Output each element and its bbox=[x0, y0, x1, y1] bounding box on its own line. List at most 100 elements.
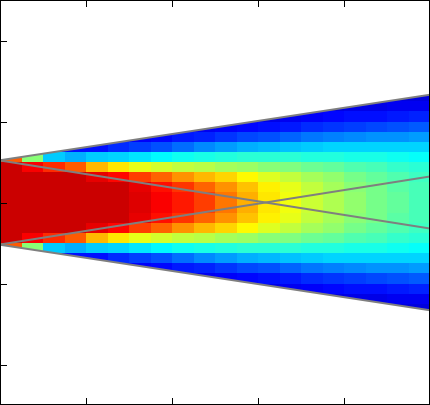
heat-cell bbox=[301, 294, 323, 305]
heat-cell bbox=[108, 233, 130, 244]
heat-cell bbox=[344, 284, 366, 295]
x-tick bbox=[172, 398, 173, 405]
heat-cell bbox=[129, 253, 151, 264]
heat-cell bbox=[65, 152, 87, 163]
beam-line bbox=[0, 95, 430, 161]
heat-cell bbox=[151, 223, 173, 234]
plot-area bbox=[0, 91, 430, 314]
heat-cell bbox=[43, 213, 65, 224]
heat-cell bbox=[258, 213, 280, 224]
heatmap bbox=[0, 91, 430, 314]
heat-cell bbox=[366, 223, 388, 234]
heat-cell bbox=[387, 101, 409, 112]
heat-cell bbox=[409, 152, 430, 163]
heat-cell bbox=[86, 192, 108, 203]
heat-cell bbox=[301, 162, 323, 173]
heat-cell bbox=[366, 132, 388, 143]
heat-cell bbox=[0, 182, 22, 193]
heat-cell bbox=[65, 203, 87, 214]
heat-cell bbox=[258, 172, 280, 183]
heat-cell bbox=[108, 213, 130, 224]
plot-frame bbox=[1, 1, 430, 405]
heat-cell bbox=[301, 132, 323, 143]
heat-cell bbox=[151, 203, 173, 214]
heat-cell bbox=[301, 223, 323, 234]
heat-cell bbox=[344, 233, 366, 244]
heat-cell bbox=[387, 203, 409, 214]
heat-cell bbox=[151, 192, 173, 203]
heat-cell bbox=[344, 152, 366, 163]
heat-cell bbox=[387, 284, 409, 295]
heat-cell bbox=[172, 253, 194, 264]
heat-cell bbox=[108, 243, 130, 254]
heat-cell bbox=[387, 192, 409, 203]
heat-cell bbox=[43, 182, 65, 193]
heat-cell bbox=[387, 263, 409, 274]
heat-cell bbox=[409, 203, 430, 214]
heat-cell bbox=[258, 243, 280, 254]
heat-cell bbox=[280, 152, 302, 163]
heat-cell bbox=[237, 162, 259, 173]
heat-cell bbox=[301, 273, 323, 284]
heat-cell bbox=[129, 142, 151, 153]
heat-cell bbox=[366, 243, 388, 254]
heat-cell bbox=[409, 263, 430, 274]
heat-cell bbox=[344, 203, 366, 214]
heat-cell bbox=[129, 152, 151, 163]
heat-cell bbox=[366, 152, 388, 163]
heat-cell bbox=[323, 162, 345, 173]
heat-cell bbox=[108, 162, 130, 173]
heat-cell bbox=[86, 203, 108, 214]
heat-cell bbox=[323, 132, 345, 143]
heat-cell bbox=[215, 213, 237, 224]
heat-cell bbox=[215, 223, 237, 234]
heat-cell bbox=[237, 223, 259, 234]
heat-cell bbox=[387, 142, 409, 153]
heat-cell bbox=[366, 192, 388, 203]
heat-cell bbox=[22, 192, 44, 203]
heat-cell bbox=[344, 263, 366, 274]
heat-cell bbox=[172, 203, 194, 214]
heat-cell bbox=[194, 263, 216, 274]
heat-cell bbox=[323, 122, 345, 133]
heat-cell bbox=[301, 263, 323, 274]
heat-cell bbox=[194, 223, 216, 234]
heat-cell bbox=[215, 263, 237, 274]
heat-cell bbox=[280, 122, 302, 133]
heat-cell bbox=[409, 192, 430, 203]
heat-cell bbox=[194, 243, 216, 254]
heat-cell bbox=[172, 142, 194, 153]
heat-cell bbox=[194, 233, 216, 244]
heat-cell bbox=[344, 172, 366, 183]
heat-cell bbox=[86, 213, 108, 224]
heat-cell bbox=[387, 233, 409, 244]
beam-line bbox=[0, 177, 430, 245]
heat-cell bbox=[129, 162, 151, 173]
heat-cell bbox=[22, 172, 44, 183]
heat-cell bbox=[387, 273, 409, 284]
heat-cell bbox=[0, 172, 22, 183]
heat-cell bbox=[108, 192, 130, 203]
heat-cell bbox=[366, 122, 388, 133]
heat-cell bbox=[129, 192, 151, 203]
y-tick bbox=[0, 284, 7, 285]
x-tick bbox=[86, 398, 87, 405]
heat-cell bbox=[323, 111, 345, 122]
heat-cell bbox=[86, 243, 108, 254]
heat-cell bbox=[237, 182, 259, 193]
heat-cell bbox=[301, 172, 323, 183]
x-tick bbox=[172, 0, 173, 7]
heat-cell bbox=[258, 223, 280, 234]
heat-cell bbox=[43, 223, 65, 234]
heat-cell bbox=[108, 152, 130, 163]
heat-cell bbox=[237, 152, 259, 163]
heat-cell bbox=[258, 132, 280, 143]
y-tick bbox=[0, 122, 7, 123]
heat-cell bbox=[344, 162, 366, 173]
heat-cell bbox=[301, 122, 323, 133]
heat-cell bbox=[323, 223, 345, 234]
heat-cell bbox=[129, 203, 151, 214]
x-tick bbox=[86, 0, 87, 7]
heat-cell bbox=[409, 243, 430, 254]
heat-cell bbox=[301, 253, 323, 264]
